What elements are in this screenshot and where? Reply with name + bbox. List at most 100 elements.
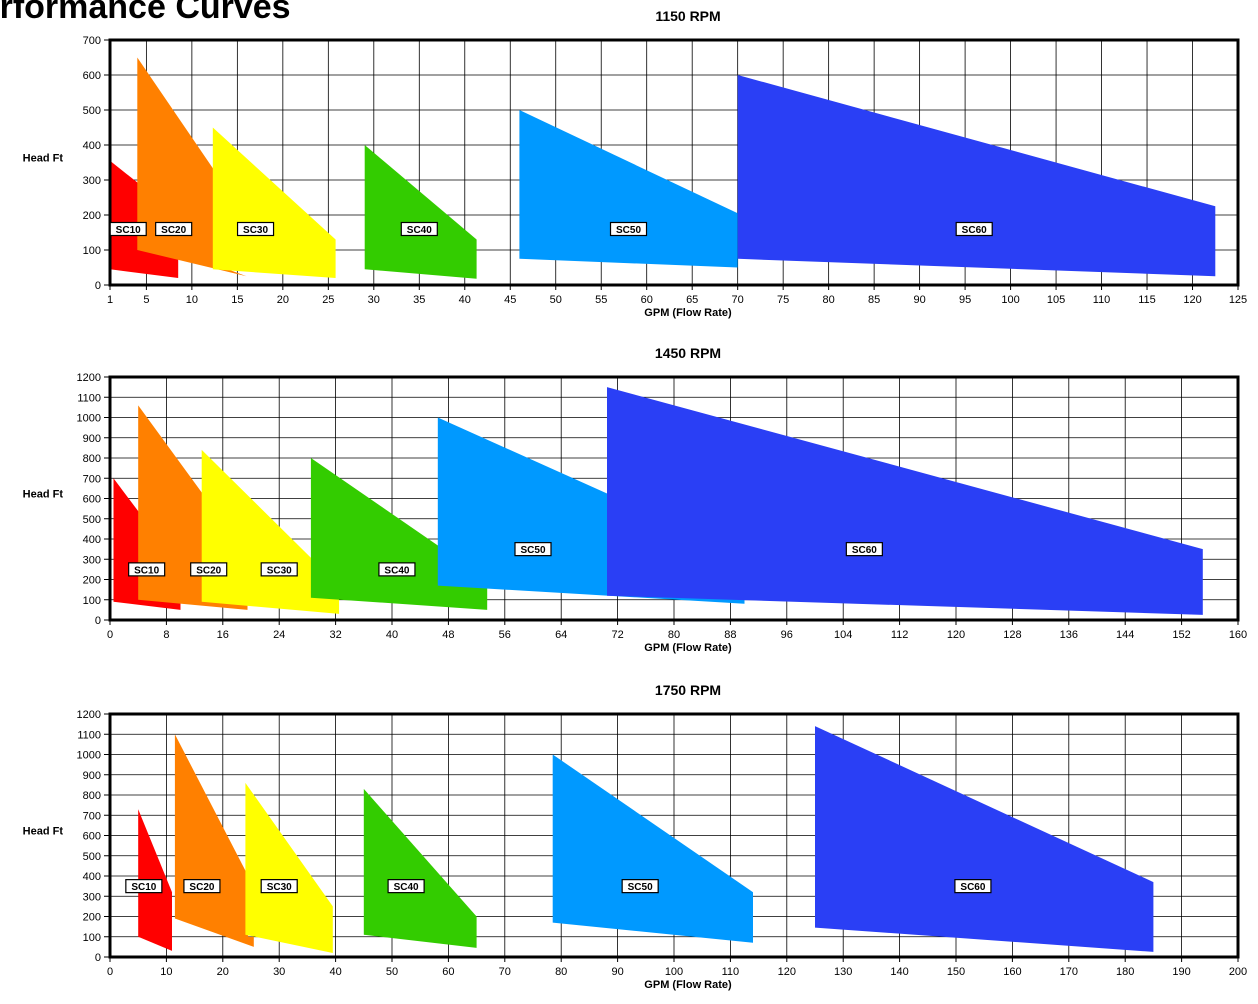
series-sc40-area — [363, 788, 477, 948]
series-label: SC50 — [628, 882, 653, 893]
x-tick-label: 125 — [1229, 294, 1247, 306]
series-label-box — [236, 221, 275, 237]
y-tick-label: 500 — [83, 851, 101, 863]
chart-title: 1750 RPM — [655, 682, 721, 698]
x-tick-label: 24 — [273, 629, 285, 641]
x-tick-label: 120 — [947, 629, 965, 641]
x-tick-label: 32 — [329, 629, 341, 641]
x-tick-label: 120 — [1183, 294, 1201, 306]
series-label-box — [128, 562, 166, 577]
y-tick-label: 200 — [83, 575, 101, 587]
x-tick-label: 40 — [459, 294, 471, 306]
y-tick-label: 1200 — [77, 372, 101, 384]
series-sc50-area — [552, 754, 753, 943]
x-tick-label: 105 — [1047, 294, 1065, 306]
x-tick-label: 160 — [1003, 966, 1021, 978]
x-tick-label: 115 — [1138, 294, 1156, 306]
x-tick-label: 144 — [1116, 629, 1134, 641]
series-label: SC30 — [267, 565, 292, 576]
y-tick-label: 100 — [83, 245, 101, 257]
x-tick-label: 160 — [1229, 629, 1247, 641]
series-sc60-area — [607, 387, 1203, 615]
y-tick-label: 300 — [83, 891, 101, 903]
x-tick-label: 130 — [834, 966, 852, 978]
x-tick-label: 15 — [231, 294, 243, 306]
y-tick-label: 200 — [83, 210, 101, 222]
x-tick-label: 200 — [1229, 966, 1247, 978]
x-tick-label: 55 — [595, 294, 607, 306]
x-tick-label: 35 — [413, 294, 425, 306]
chart-2: 0100200300400500600700800900100011001200… — [23, 345, 1248, 654]
series-label-box — [125, 879, 163, 894]
y-tick-label: 1000 — [77, 750, 101, 762]
chart-3: 0100200300400500600700800900100011001200… — [23, 682, 1248, 991]
y-tick-label: 1100 — [77, 392, 101, 404]
x-tick-label: 85 — [868, 294, 880, 306]
x-tick-label: 40 — [329, 966, 341, 978]
series-label-box — [260, 879, 298, 894]
x-tick-label: 152 — [1172, 629, 1190, 641]
y-tick-label: 600 — [83, 831, 101, 843]
x-tick-label: 20 — [217, 966, 229, 978]
y-tick-label: 300 — [83, 175, 101, 187]
x-tick-label: 60 — [442, 966, 454, 978]
x-axis-label: GPM (Flow Rate) — [644, 642, 732, 654]
series-sc30-area — [212, 127, 336, 278]
series-label: SC10 — [134, 565, 159, 576]
x-tick-label: 90 — [913, 294, 925, 306]
x-tick-label: 170 — [1060, 966, 1078, 978]
page-title: Performance Curves — [0, 0, 291, 26]
series-label: SC60 — [960, 882, 985, 893]
series-label-box — [954, 879, 992, 894]
x-tick-label: 45 — [504, 294, 516, 306]
x-tick-label: 64 — [555, 629, 567, 641]
x-tick-label: 65 — [686, 294, 698, 306]
series-label: SC40 — [407, 225, 432, 236]
series-label: SC20 — [189, 882, 214, 893]
x-tick-label: 50 — [386, 966, 398, 978]
series-label-box — [609, 221, 648, 237]
x-tick-label: 25 — [322, 294, 334, 306]
x-tick-label: 70 — [732, 294, 744, 306]
x-tick-label: 0 — [107, 629, 113, 641]
x-tick-label: 88 — [724, 629, 736, 641]
y-tick-label: 900 — [83, 433, 101, 445]
y-tick-label: 800 — [83, 453, 101, 465]
x-tick-label: 60 — [641, 294, 653, 306]
x-tick-label: 0 — [107, 966, 113, 978]
y-tick-label: 800 — [83, 790, 101, 802]
x-tick-label: 70 — [499, 966, 511, 978]
y-tick-label: 700 — [83, 35, 101, 47]
series-label: SC30 — [243, 225, 268, 236]
x-tick-label: 48 — [442, 629, 454, 641]
y-tick-label: 400 — [83, 871, 101, 883]
x-tick-label: 90 — [611, 966, 623, 978]
x-tick-label: 16 — [217, 629, 229, 641]
x-tick-label: 140 — [890, 966, 908, 978]
x-tick-label: 40 — [386, 629, 398, 641]
series-label-box — [260, 562, 298, 577]
x-tick-label: 80 — [668, 629, 680, 641]
x-tick-label: 56 — [499, 629, 511, 641]
x-tick-label: 20 — [277, 294, 289, 306]
x-tick-label: 50 — [550, 294, 562, 306]
series-sc30-area — [245, 782, 333, 953]
x-tick-label: 136 — [1060, 629, 1078, 641]
series-label-box — [378, 562, 416, 577]
series-label: SC40 — [384, 565, 409, 576]
series-label-box — [955, 221, 993, 237]
y-tick-label: 500 — [83, 514, 101, 526]
series-sc60-area — [815, 726, 1154, 952]
chart-title: 1450 RPM — [655, 345, 721, 361]
series-label-box — [621, 879, 659, 894]
y-tick-label: 100 — [83, 595, 101, 607]
y-tick-label: 600 — [83, 494, 101, 506]
series-label-box — [109, 221, 147, 237]
x-tick-label: 100 — [665, 966, 683, 978]
series-label: SC60 — [852, 545, 877, 556]
y-tick-label: 0 — [95, 615, 101, 627]
y-tick-label: 0 — [95, 280, 101, 292]
x-tick-label: 10 — [186, 294, 198, 306]
series-label: SC20 — [196, 565, 221, 576]
